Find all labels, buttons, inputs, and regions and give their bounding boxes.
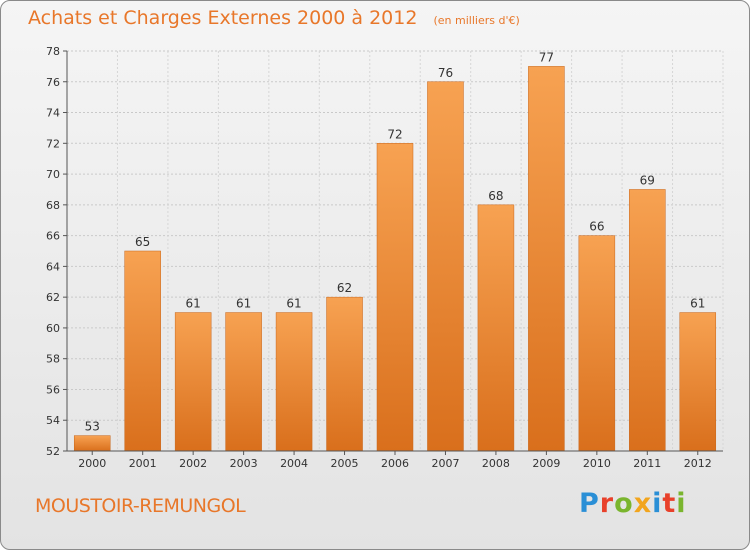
y-tick-label: 58 [46, 353, 60, 366]
y-tick-label: 74 [46, 107, 60, 120]
bar [629, 189, 666, 452]
data-label: 68 [488, 189, 503, 203]
data-label: 61 [186, 297, 201, 311]
bar [225, 312, 262, 452]
y-tick-label: 52 [46, 445, 60, 458]
data-label: 66 [589, 220, 604, 234]
logo-letter: P [579, 488, 600, 519]
x-tick-label: 2009 [532, 457, 560, 470]
bar [73, 435, 111, 452]
chart-title-text: Achats et Charges Externes 2000 à 2012 [28, 7, 418, 29]
bar [679, 312, 717, 452]
y-tick-label: 62 [46, 291, 60, 304]
bar [376, 143, 414, 452]
x-tick-label: 2001 [129, 457, 157, 470]
bar [326, 296, 363, 452]
x-tick-label: 2000 [78, 457, 106, 470]
x-tick-label: 2010 [583, 457, 611, 470]
chart-unit-label: (en milliers d'€) [433, 14, 520, 27]
y-tick-label: 76 [46, 76, 60, 89]
logo-letter: r [599, 488, 615, 519]
x-tick-label: 2004 [280, 457, 308, 470]
y-tick-label: 64 [46, 260, 60, 273]
data-label: 61 [286, 297, 301, 311]
x-tick-label: 2002 [179, 457, 207, 470]
y-tick-label: 56 [46, 383, 60, 396]
axes: 52 54 56 58 60 62 64 66 68 70 72 74 76 78 2000 2001 2002… [46, 45, 723, 470]
bar [275, 312, 313, 452]
y-tick-label: 70 [46, 168, 60, 181]
y-tick-label: 68 [46, 199, 60, 212]
data-label: 53 [85, 420, 100, 434]
logo-letter: i [676, 488, 687, 519]
chart-title: Achats et Charges Externes 2000 à 2012 (… [28, 7, 520, 29]
y-tick-label: 72 [46, 137, 60, 150]
bar [528, 66, 565, 452]
x-tick-label: 2005 [331, 457, 359, 470]
bar [578, 235, 616, 452]
bar [427, 81, 464, 452]
x-tick-label: 2008 [482, 457, 510, 470]
logo-letter: i [652, 488, 663, 519]
x-tick-label: 2006 [381, 457, 409, 470]
logo-letter: t [662, 488, 677, 519]
x-tick-label: 2007 [431, 457, 459, 470]
proxiti-logo: Proxiti [579, 488, 687, 519]
bar [477, 204, 515, 452]
bars: 53 65 61 61 61 62 72 76 68 77 66 69 61 [73, 50, 717, 452]
data-label: 62 [337, 281, 352, 295]
y-tick-label: 54 [46, 414, 60, 427]
data-label: 61 [690, 297, 705, 311]
y-tick-label: 60 [46, 322, 60, 335]
data-label: 69 [640, 173, 655, 187]
location-name: MOUSTOIR-REMUNGOL [35, 495, 246, 517]
x-tick-label: 2003 [230, 457, 258, 470]
data-label: 76 [438, 66, 453, 80]
bar [124, 250, 161, 452]
logo-letter: o [614, 488, 634, 519]
data-label: 72 [387, 127, 402, 141]
y-tick-label: 78 [46, 45, 60, 58]
data-label: 61 [236, 297, 251, 311]
logo-letter: x [633, 488, 653, 519]
bar [174, 312, 212, 452]
data-label: 65 [135, 235, 150, 249]
y-tick-label: 66 [46, 230, 60, 243]
x-tick-label: 2011 [633, 457, 661, 470]
x-tick-label: 2012 [684, 457, 712, 470]
data-label: 77 [539, 50, 554, 64]
